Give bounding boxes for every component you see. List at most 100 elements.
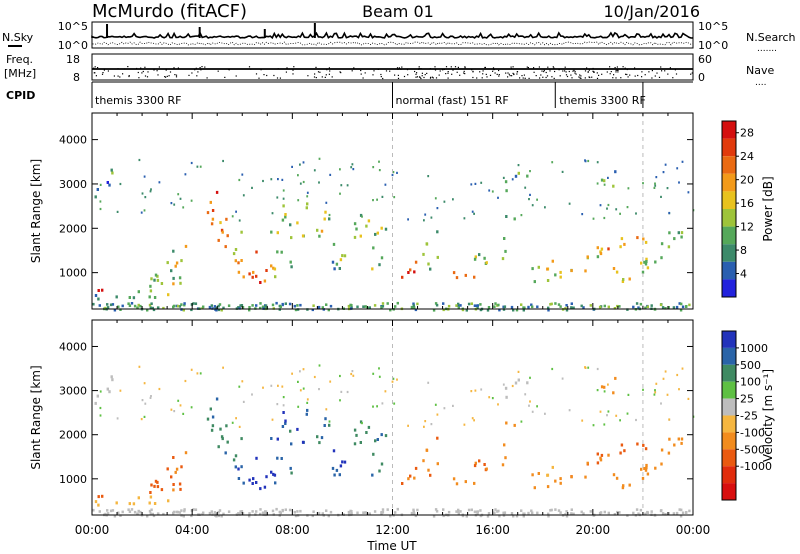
nave-dot <box>445 66 448 68</box>
noise-cell <box>318 181 320 184</box>
cpid-label: CPID <box>6 89 35 102</box>
nave-dot <box>394 74 396 76</box>
echo-cell <box>359 420 363 424</box>
nave-dot <box>641 76 643 78</box>
nave-dot <box>206 77 208 79</box>
colorbar-swatch <box>722 156 736 174</box>
echo-cell <box>251 275 254 279</box>
nave-dot <box>197 71 199 73</box>
noise-cell <box>340 390 343 393</box>
ground-scatter-cell <box>650 510 653 513</box>
echo-cell <box>414 260 418 264</box>
echo-cell <box>154 479 158 483</box>
ground-scatter-cell <box>148 509 152 513</box>
noise-cell <box>376 405 378 408</box>
ground-scatter-cell <box>479 308 483 312</box>
nave-dot <box>596 72 598 74</box>
noise-cell <box>281 178 284 181</box>
nave-dot <box>651 70 653 72</box>
noise-cell <box>302 161 305 164</box>
nave-dot <box>566 75 569 78</box>
ground-scatter-cell <box>215 308 218 312</box>
echo-cell <box>210 428 214 432</box>
noise-cell <box>299 370 301 373</box>
nave-dot <box>509 75 511 77</box>
echo-cell <box>282 411 285 414</box>
echo-cell <box>178 276 182 280</box>
ground-scatter-cell <box>637 512 640 515</box>
echo-cell <box>301 440 305 444</box>
noise-cell <box>599 204 602 207</box>
colorbar-swatch <box>722 121 736 139</box>
nave-dot <box>615 69 617 71</box>
nave-dot <box>140 67 142 69</box>
noise-cell <box>313 169 316 172</box>
echo-cell <box>478 253 481 257</box>
noise-cell <box>407 424 409 427</box>
nave-dot <box>482 73 484 75</box>
echo-cell <box>483 256 486 260</box>
noise-cell <box>99 414 102 417</box>
ground-scatter-cell <box>190 514 193 518</box>
nave-dot <box>157 74 159 76</box>
ground-scatter-cell <box>510 305 514 309</box>
echo-cell <box>668 231 671 235</box>
noise-cell <box>480 181 483 184</box>
echo-cell <box>531 267 534 271</box>
noise-cell <box>662 171 665 174</box>
echo-cell <box>128 502 131 506</box>
noise-cell <box>299 182 302 185</box>
echo-cell <box>255 481 258 484</box>
echo-cell <box>224 245 227 249</box>
nave-dot <box>505 72 507 74</box>
noise-cell <box>627 393 630 396</box>
nave-dot <box>173 67 175 69</box>
noise-cell <box>242 400 245 403</box>
nave-dot <box>539 77 541 79</box>
nave-dot <box>165 76 167 78</box>
ground-scatter-cell <box>589 304 592 307</box>
ground-scatter-cell <box>644 512 647 516</box>
nave-dot <box>616 69 618 71</box>
echo-cell <box>175 467 179 471</box>
noise-cell <box>372 405 374 408</box>
noise-cell <box>596 367 599 371</box>
ground-scatter-cell <box>208 511 212 515</box>
nave-dot <box>153 69 155 71</box>
nave-dot <box>403 75 406 78</box>
nave-dot <box>486 76 488 78</box>
ground-scatter-cell <box>550 302 553 306</box>
time-tick-label: 20:00 <box>576 523 611 537</box>
ground-scatter-cell <box>447 304 451 308</box>
echo-cell <box>97 503 100 507</box>
echo-cell <box>167 293 170 297</box>
nave-dot <box>421 72 423 74</box>
echo-cell <box>622 484 625 488</box>
echo-cell <box>599 252 603 256</box>
echo-cell <box>504 456 507 460</box>
echo-cell <box>599 458 603 462</box>
noise-cell <box>615 414 618 417</box>
echo-cell <box>380 226 383 230</box>
nave-dot <box>443 68 445 70</box>
echo-cell <box>289 429 292 433</box>
nave-dot <box>492 70 494 72</box>
echo-cell <box>559 481 562 485</box>
noise-cell <box>306 195 309 198</box>
echo-cell <box>240 230 243 234</box>
ground-scatter-cell <box>222 306 225 310</box>
noise-cell <box>480 388 483 391</box>
ground-scatter-cell <box>321 306 324 309</box>
ground-scatter-cell <box>550 508 553 512</box>
nsearch-tick-bottom: 10^0 <box>698 39 728 52</box>
nave-dot <box>419 68 421 70</box>
nave-dot <box>549 70 551 72</box>
ground-scatter-cell <box>580 304 583 308</box>
noise-cell <box>551 161 554 164</box>
ground-scatter-cell <box>607 511 610 515</box>
echo-cell <box>374 232 377 236</box>
nave-dot <box>658 76 661 78</box>
noise-cell <box>391 380 394 383</box>
nave-dot <box>656 72 658 74</box>
echo-cell <box>623 242 626 246</box>
